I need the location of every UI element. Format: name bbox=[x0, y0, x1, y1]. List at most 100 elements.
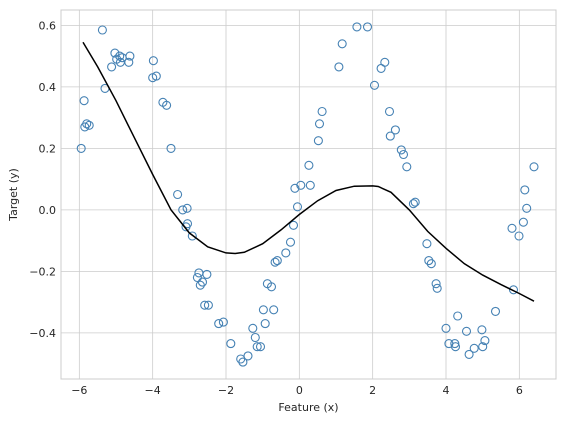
data-point bbox=[84, 120, 94, 130]
y-tick-label: −0.2 bbox=[29, 265, 56, 278]
y-tick-label: −0.4 bbox=[29, 327, 56, 340]
y-axis-label: Target (y) bbox=[7, 168, 20, 222]
x-tick-label: −2 bbox=[218, 384, 234, 397]
data-point bbox=[390, 125, 400, 135]
data-point bbox=[305, 180, 315, 190]
data-point bbox=[151, 71, 161, 81]
x-tick-label: 0 bbox=[296, 384, 303, 397]
data-point bbox=[288, 220, 299, 230]
data-point bbox=[115, 51, 125, 61]
x-axis-ticks: −6 −4 −2 0 2 4 6 bbox=[71, 384, 523, 397]
data-point bbox=[384, 106, 395, 117]
data-point bbox=[197, 277, 208, 287]
data-point bbox=[148, 56, 158, 66]
data-point bbox=[450, 342, 461, 352]
data-point bbox=[408, 199, 418, 209]
y-axis-ticks: −0.4 −0.2 0.0 0.2 0.4 0.6 bbox=[29, 19, 56, 340]
data-point bbox=[202, 269, 212, 279]
fit-curve bbox=[82, 41, 535, 302]
data-point bbox=[431, 279, 441, 289]
data-point bbox=[110, 48, 120, 58]
data-point bbox=[507, 223, 517, 233]
data-point bbox=[200, 300, 210, 310]
data-point bbox=[107, 62, 117, 72]
data-point bbox=[478, 342, 488, 352]
data-point bbox=[187, 231, 197, 241]
data-point bbox=[182, 219, 193, 229]
x-tick-label: 4 bbox=[443, 384, 450, 397]
data-point bbox=[396, 145, 406, 155]
data-point bbox=[97, 25, 107, 35]
data-point bbox=[258, 305, 268, 315]
data-point bbox=[252, 342, 262, 352]
data-point bbox=[125, 51, 135, 61]
x-tick-label: 6 bbox=[516, 384, 523, 397]
data-point bbox=[317, 106, 327, 117]
data-point bbox=[266, 282, 277, 292]
data-point bbox=[292, 202, 303, 212]
data-point bbox=[334, 62, 344, 72]
data-point bbox=[529, 162, 539, 172]
data-point bbox=[398, 149, 409, 160]
data-point bbox=[281, 248, 291, 258]
y-tick-label: 0.4 bbox=[39, 81, 57, 94]
data-point bbox=[178, 205, 188, 215]
data-point bbox=[260, 319, 270, 329]
data-point bbox=[290, 183, 300, 193]
data-point bbox=[518, 217, 528, 227]
data-point bbox=[441, 323, 451, 333]
data-point bbox=[192, 272, 202, 283]
data-point bbox=[79, 96, 89, 106]
data-point bbox=[426, 259, 436, 269]
data-point bbox=[203, 300, 213, 310]
data-point bbox=[248, 323, 258, 333]
data-point bbox=[82, 119, 92, 129]
plot-frame bbox=[60, 9, 557, 380]
data-point bbox=[520, 185, 530, 195]
data-point bbox=[480, 336, 490, 346]
data-point bbox=[422, 239, 432, 249]
data-point bbox=[238, 357, 248, 367]
data-point bbox=[173, 189, 183, 200]
data-point bbox=[352, 22, 362, 32]
data-point bbox=[385, 131, 395, 141]
data-point bbox=[304, 160, 314, 170]
data-point bbox=[182, 203, 192, 213]
data-point bbox=[218, 317, 228, 327]
data-point bbox=[270, 257, 280, 267]
data-point bbox=[514, 231, 524, 241]
grid-lines bbox=[61, 10, 556, 379]
data-point bbox=[469, 343, 479, 353]
data-point bbox=[337, 39, 347, 49]
data-point bbox=[424, 256, 434, 266]
data-point bbox=[432, 283, 442, 293]
data-point bbox=[522, 203, 532, 213]
data-point bbox=[453, 311, 463, 321]
x-axis-label: Feature (x) bbox=[278, 401, 338, 414]
data-point bbox=[380, 57, 390, 67]
data-point bbox=[285, 237, 296, 247]
data-point bbox=[461, 326, 472, 336]
data-point bbox=[402, 162, 412, 172]
data-point bbox=[195, 280, 205, 290]
y-tick-label: 0.0 bbox=[39, 204, 57, 217]
data-point bbox=[490, 306, 501, 316]
data-point bbox=[214, 319, 224, 329]
data-point bbox=[477, 325, 487, 335]
data-point bbox=[369, 80, 380, 90]
data-points bbox=[76, 22, 539, 367]
data-point bbox=[508, 285, 519, 295]
x-tick-label: 2 bbox=[369, 384, 376, 397]
data-point bbox=[313, 136, 323, 146]
data-point bbox=[314, 119, 325, 129]
data-point bbox=[226, 339, 236, 349]
data-point bbox=[250, 332, 260, 343]
data-point bbox=[362, 22, 373, 32]
data-point bbox=[243, 351, 253, 361]
data-point bbox=[76, 143, 86, 153]
x-tick-label: −6 bbox=[71, 384, 87, 397]
data-point bbox=[269, 305, 279, 315]
data-point bbox=[255, 342, 266, 352]
